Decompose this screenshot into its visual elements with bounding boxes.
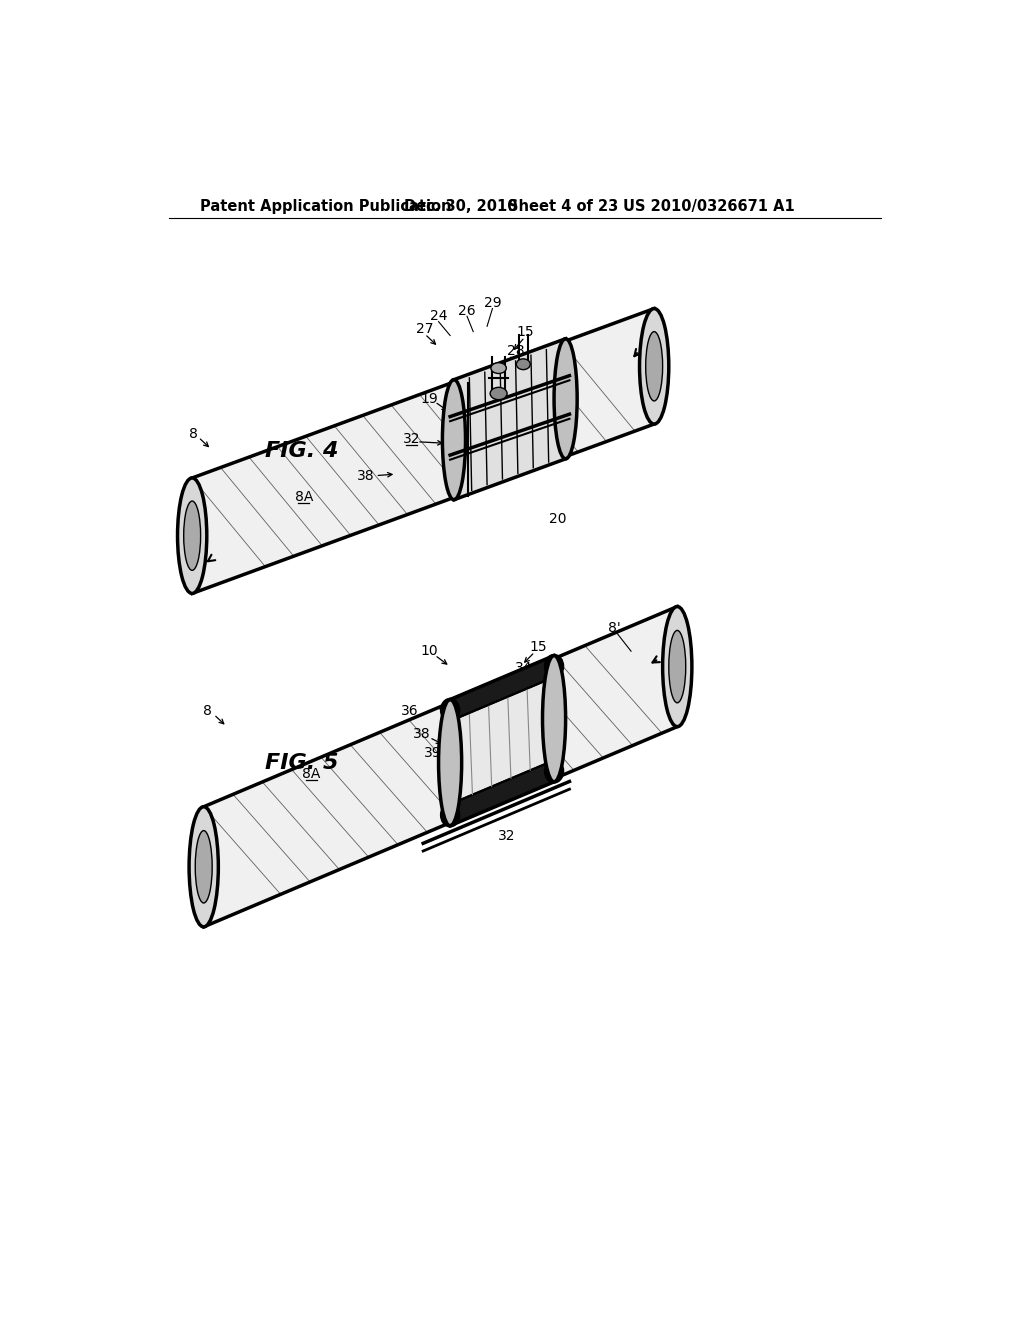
Text: 19: 19 — [421, 392, 438, 405]
Text: 29: 29 — [483, 296, 502, 310]
Text: 38: 38 — [413, 727, 430, 742]
Ellipse shape — [438, 700, 462, 826]
Text: 8A: 8A — [302, 767, 321, 781]
Text: 34: 34 — [514, 661, 532, 675]
Text: 15: 15 — [529, 640, 548, 655]
Polygon shape — [454, 339, 565, 500]
Text: 8: 8 — [189, 428, 198, 441]
Text: FIG. 4: FIG. 4 — [265, 441, 339, 461]
Text: 20: 20 — [549, 512, 566, 525]
Text: 38: 38 — [356, 469, 374, 483]
Ellipse shape — [177, 478, 207, 594]
Text: Patent Application Publication: Patent Application Publication — [200, 198, 452, 214]
Ellipse shape — [516, 359, 530, 370]
Ellipse shape — [663, 607, 692, 726]
Ellipse shape — [196, 830, 212, 903]
Ellipse shape — [189, 807, 218, 927]
Text: 26: 26 — [458, 304, 476, 318]
Polygon shape — [193, 309, 654, 594]
Text: 8: 8 — [203, 705, 212, 718]
Polygon shape — [451, 677, 554, 804]
Text: 24: 24 — [430, 309, 447, 323]
Text: 32: 32 — [402, 433, 421, 446]
Text: 15: 15 — [516, 325, 534, 339]
Text: 39: 39 — [424, 746, 441, 760]
Text: 6: 6 — [640, 342, 649, 356]
Ellipse shape — [490, 363, 506, 374]
Ellipse shape — [546, 760, 562, 781]
Ellipse shape — [441, 804, 459, 826]
Polygon shape — [451, 760, 554, 826]
Text: 13: 13 — [544, 751, 561, 764]
Ellipse shape — [543, 656, 565, 781]
Text: 32: 32 — [498, 829, 515, 843]
Ellipse shape — [441, 700, 459, 721]
Ellipse shape — [669, 631, 686, 702]
Ellipse shape — [646, 331, 663, 401]
Text: 36: 36 — [401, 705, 419, 718]
Text: 6: 6 — [194, 560, 203, 573]
Text: Dec. 30, 2010: Dec. 30, 2010 — [403, 198, 517, 214]
Text: 13: 13 — [461, 387, 478, 400]
Text: 8': 8' — [608, 622, 621, 635]
Ellipse shape — [546, 656, 562, 677]
Ellipse shape — [490, 387, 507, 400]
Text: 28: 28 — [507, 345, 524, 358]
Text: 8A: 8A — [295, 490, 313, 504]
Text: Sheet 4 of 23: Sheet 4 of 23 — [508, 198, 618, 214]
Polygon shape — [451, 656, 554, 721]
Polygon shape — [204, 607, 677, 927]
Text: 7: 7 — [662, 651, 670, 664]
Text: 12: 12 — [523, 681, 542, 696]
Text: US 2010/0326671 A1: US 2010/0326671 A1 — [624, 198, 795, 214]
Text: 16: 16 — [443, 479, 461, 492]
Text: FIG. 5: FIG. 5 — [265, 752, 339, 772]
Text: 32: 32 — [487, 700, 505, 714]
Ellipse shape — [640, 309, 669, 424]
Text: 27: 27 — [416, 322, 433, 337]
Ellipse shape — [442, 380, 466, 500]
Text: 7: 7 — [194, 876, 203, 891]
Text: 10: 10 — [421, 644, 438, 659]
Ellipse shape — [183, 502, 201, 570]
Text: 12: 12 — [472, 425, 489, 438]
Text: 34: 34 — [467, 447, 484, 462]
Ellipse shape — [554, 339, 578, 459]
Text: 22: 22 — [511, 363, 528, 378]
